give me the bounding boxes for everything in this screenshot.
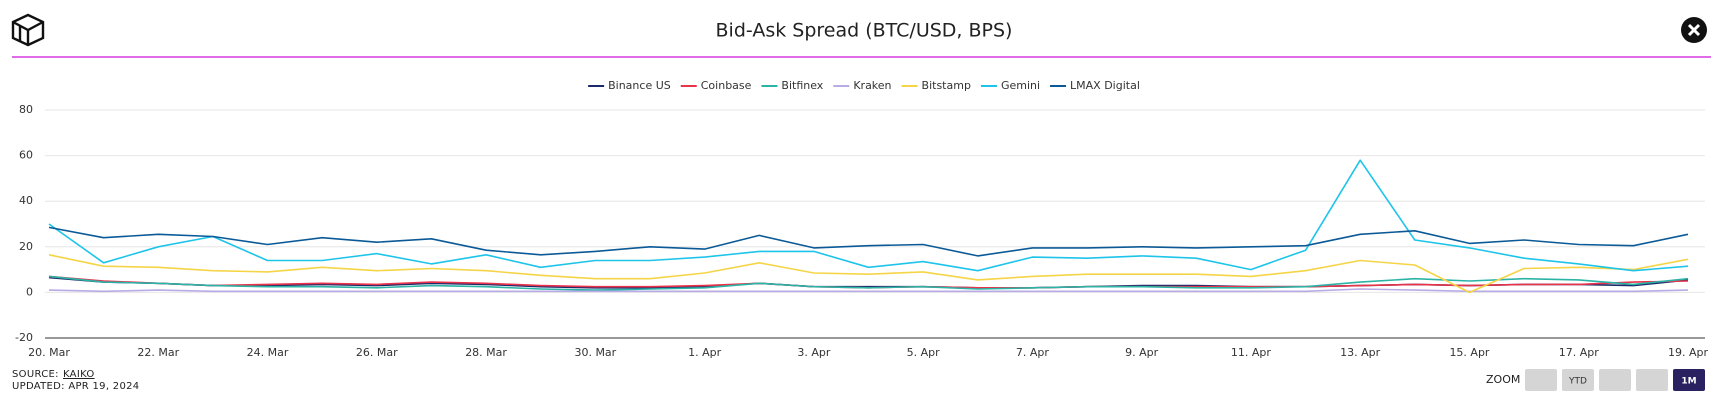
x-tick-label: 19. Apr [1668,346,1708,359]
chart-title: Bid-Ask Spread (BTC/USD, BPS) [716,20,1013,42]
zoom-button[interactable] [1562,369,1594,391]
zoom-label: ZOOM [1486,373,1520,386]
legend-label: Gemini [1001,79,1040,92]
x-tick-label: 5. Apr [907,346,940,359]
y-tick-label: 80 [19,103,33,116]
series-line [48,288,1689,293]
updated: UPDATED: APR 19, 2024 [12,381,139,392]
zoom-button[interactable] [1525,369,1557,391]
legend-label: Bitstamp [922,79,971,92]
x-tick-label: 7. Apr [1016,346,1049,359]
zoom-button[interactable] [1636,369,1668,391]
legend-label: Binance US [608,79,671,92]
x-tick-label: 26. Mar [356,346,398,359]
zoom-button-label[interactable]: YTD [1568,377,1587,387]
x-tick-label: 28. Mar [465,346,507,359]
logo [11,13,45,47]
y-tick-label: 20 [19,240,33,253]
y-tick-label: 60 [19,149,33,162]
legend: Binance US Coinbase Bitfinex Kraken Bitstamp… [588,79,1140,92]
zoom-button[interactable] [1673,369,1705,391]
x-tick-label: 30. Mar [574,346,616,359]
x-tick-label: 1. Apr [688,346,721,359]
series-line [48,159,1689,272]
x-tick-label: 3. Apr [797,346,830,359]
legend-label: Bitfinex [781,79,823,92]
zoom-button[interactable] [1599,369,1631,391]
x-tick-label: 9. Apr [1125,346,1158,359]
series-line [48,275,1689,291]
y-tick-label: 0 [26,285,33,298]
series-line [48,254,1689,294]
legend-label: LMAX Digital [1070,79,1140,92]
legend-label: Coinbase [701,79,752,92]
x-tick-label: 24. Mar [247,346,289,359]
zoom-button-label[interactable]: 1M [1681,377,1696,387]
series-line [48,226,1689,257]
source-link[interactable]: KAIKO [63,369,95,380]
y-tick-label: -20 [15,331,33,344]
x-tick-label: 13. Apr [1340,346,1380,359]
legend-label: Kraken [853,79,891,92]
x-tick-label: 20. Mar [28,346,70,359]
y-tick-label: 40 [19,194,33,207]
x-tick-label: 22. Mar [137,346,179,359]
x-tick-label: 11. Apr [1231,346,1271,359]
x-tick-label: 17. Apr [1559,346,1599,359]
close-button[interactable] [1681,17,1707,43]
x-tick-label: 15. Apr [1449,346,1489,359]
source-label: SOURCE: [12,369,59,380]
